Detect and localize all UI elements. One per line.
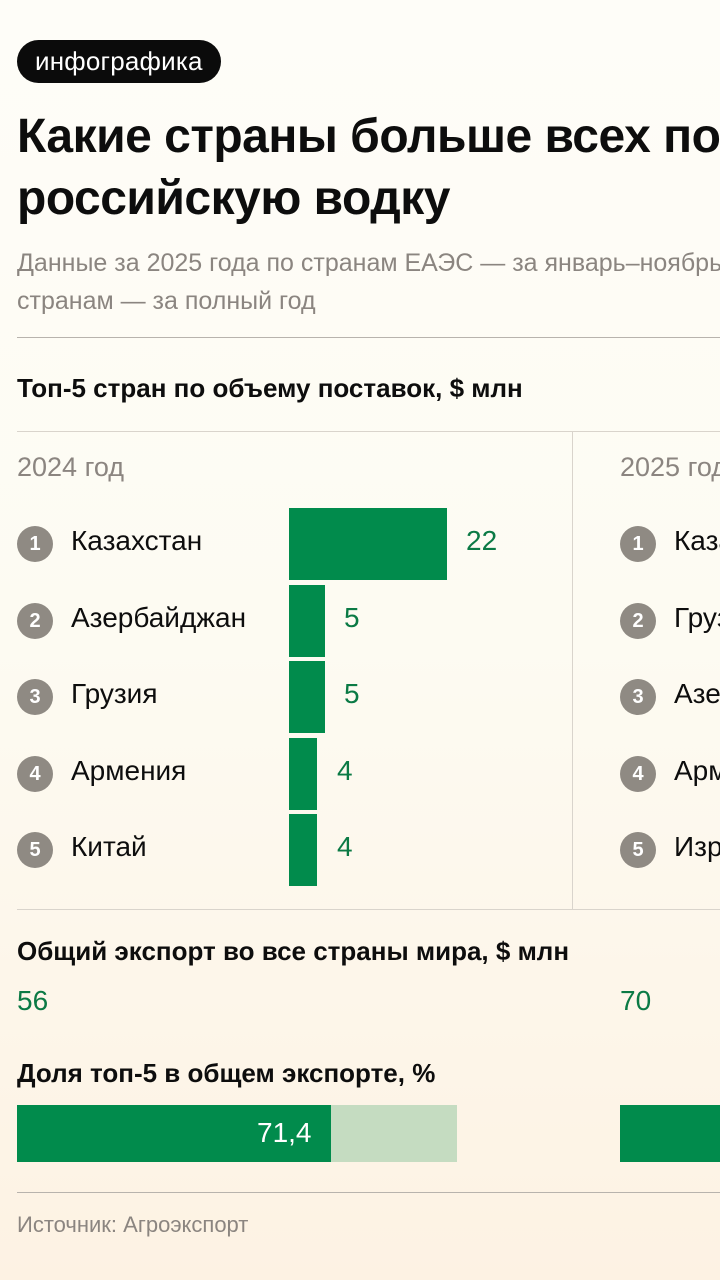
bar-value: 5 <box>344 602 360 633</box>
country-name: Армения <box>71 755 187 786</box>
table-row: 4 Армения <box>620 738 720 810</box>
rank-badge: 5 <box>620 832 656 868</box>
column-divider <box>572 432 573 909</box>
subtitle-line-1: Данные за 2025 года по странам ЕАЭС — за… <box>17 249 720 277</box>
value-bar <box>289 585 325 657</box>
rank-badge: 2 <box>620 603 656 639</box>
year-2024-label: 2024 год <box>17 452 124 482</box>
value-bar <box>289 738 317 810</box>
share-value: 71,4 <box>257 1117 312 1148</box>
table-row: 2 Грузия <box>620 585 720 657</box>
total-export-title: Общий экспорт во все страны мира, $ млн <box>17 936 570 966</box>
table-row: 5 Китай 4 <box>17 814 557 886</box>
country-name: Казахстан <box>71 525 203 556</box>
year-2025-label: 2025 год <box>620 452 720 482</box>
country-name: Азербайджан <box>674 678 720 709</box>
country-name: Армения <box>674 755 720 786</box>
title-line-1: Какие страны больше всех покупают <box>17 110 720 163</box>
table-row: 2 Азербайджан 5 <box>17 585 557 657</box>
top5-title: Топ-5 стран по объему поставок, $ млн <box>17 373 523 403</box>
rank-badge: 4 <box>17 756 53 792</box>
divider <box>17 1192 720 1193</box>
value-bar <box>289 661 325 733</box>
country-name: Грузия <box>71 678 158 709</box>
rank-badge: 5 <box>17 832 53 868</box>
share-title: Доля топ-5 в общем экспорте, % <box>17 1058 436 1088</box>
rank-badge: 4 <box>620 756 656 792</box>
total-export-2025: 70 <box>620 985 652 1016</box>
bar-value: 5 <box>344 678 360 709</box>
rank-badge: 3 <box>620 679 656 715</box>
subtitle-line-2: странам — за полный год <box>17 287 316 315</box>
divider <box>17 337 720 338</box>
page-title: Какие страны больше всех покупают россий… <box>17 106 720 230</box>
table-row: 3 Грузия 5 <box>17 661 557 733</box>
rank-badge: 2 <box>17 603 53 639</box>
source-note: Источник: Агроэкспорт <box>17 1212 249 1237</box>
bar-value: 22 <box>466 525 498 556</box>
subtitle: Данные за 2025 года по странам ЕАЭС — за… <box>17 244 720 320</box>
rank-badge: 1 <box>620 526 656 562</box>
country-name: Грузия <box>674 602 720 633</box>
bar-value: 4 <box>337 831 353 862</box>
value-bar <box>289 814 317 886</box>
title-line-2: российскую водку <box>17 172 450 225</box>
country-name: Казахстан <box>674 525 720 556</box>
share-bar-2025 <box>620 1105 720 1162</box>
table-row: 5 Израиль <box>620 814 720 886</box>
country-name: Китай <box>71 831 147 862</box>
country-name: Израиль <box>674 831 720 862</box>
table-row: 4 Армения 4 <box>17 738 557 810</box>
rank-badge: 3 <box>17 679 53 715</box>
bar-value: 4 <box>337 755 353 786</box>
category-tag: инфографика <box>17 40 221 83</box>
table-row: 1 Казахстан 22 <box>17 508 557 580</box>
rank-badge: 1 <box>17 526 53 562</box>
country-name: Азербайджан <box>71 602 247 633</box>
value-bar <box>289 508 447 580</box>
total-export-2024: 56 <box>17 985 49 1016</box>
table-row: 1 Казахстан <box>620 508 720 580</box>
divider <box>17 431 720 432</box>
share-bar-2024: 71,4 <box>17 1105 457 1162</box>
table-row: 3 Азербайджан <box>620 661 720 733</box>
share-bar-fill <box>17 1105 331 1162</box>
divider <box>17 909 720 910</box>
share-bar-fill <box>620 1105 720 1162</box>
